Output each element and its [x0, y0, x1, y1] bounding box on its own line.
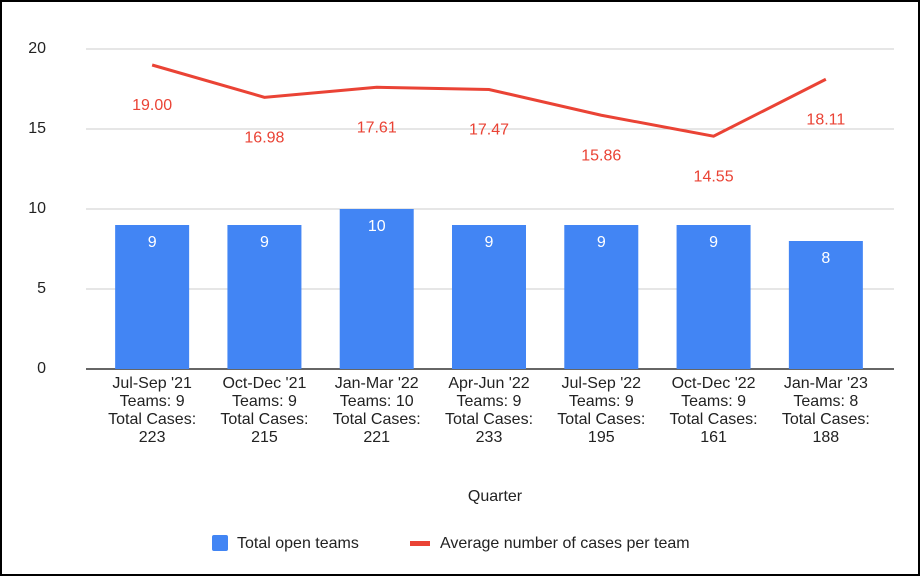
x-tick-label: Jan-Mar '23 — [784, 375, 868, 392]
x-tick-label: Total Cases: — [782, 411, 870, 428]
x-tick-label: Apr-Jun '22 — [448, 375, 529, 392]
x-tick-label: Total Cases: — [333, 411, 421, 428]
bar — [115, 225, 190, 369]
y-tick-label: 10 — [28, 200, 46, 217]
bar — [452, 225, 526, 369]
x-tick-label: 161 — [700, 429, 727, 446]
x-tick-label: Teams: 9 — [569, 393, 634, 410]
x-tick-label: 221 — [363, 429, 390, 446]
x-tick-label: 223 — [139, 429, 166, 446]
line-value-label: 19.00 — [132, 97, 172, 114]
y-tick-label: 15 — [28, 120, 46, 137]
x-tick-label: Teams: 9 — [120, 393, 185, 410]
x-tick-label: Teams: 9 — [681, 393, 746, 410]
x-axis-title: Quarter — [468, 488, 523, 505]
x-tick-label: 188 — [813, 429, 840, 446]
bar — [227, 225, 302, 369]
x-tick-label: Jul-Sep '22 — [562, 375, 642, 392]
x-tick-label: Oct-Dec '22 — [672, 375, 756, 392]
x-tick-label: Teams: 9 — [232, 393, 297, 410]
x-tick-label: Total Cases: — [108, 411, 196, 428]
x-tick-label: Teams: 8 — [793, 393, 858, 410]
x-tick-label: Teams: 9 — [457, 393, 522, 410]
bar-value-label: 9 — [260, 234, 269, 251]
bar-value-label: 9 — [709, 234, 718, 251]
x-tick-label: Total Cases: — [445, 411, 533, 428]
line-value-label: 17.47 — [469, 122, 509, 139]
legend-label: Total open teams — [237, 535, 359, 552]
bar — [564, 225, 639, 369]
line — [151, 63, 827, 138]
x-tick-label: Total Cases: — [557, 411, 645, 428]
bar — [788, 241, 863, 369]
legend-label: Average number of cases per team — [440, 535, 690, 552]
bar — [339, 209, 414, 369]
x-tick-label: Jul-Sep '21 — [112, 375, 192, 392]
y-tick-label: 20 — [28, 40, 46, 57]
legend-swatch — [212, 535, 228, 551]
line-value-label: 15.86 — [581, 147, 621, 164]
bar — [676, 225, 751, 369]
bar-value-label: 8 — [821, 250, 830, 267]
x-tick-label: Total Cases: — [670, 411, 758, 428]
x-tick-label: Oct-Dec '21 — [222, 375, 306, 392]
x-tick-label: 215 — [251, 429, 278, 446]
line-value-label: 16.98 — [244, 130, 284, 147]
line-value-label: 17.61 — [357, 119, 397, 136]
bar-value-label: 9 — [485, 234, 494, 251]
x-tick-label: 195 — [588, 429, 615, 446]
bar-value-label: 10 — [368, 218, 386, 235]
x-tick-label: Jan-Mar '22 — [335, 375, 419, 392]
x-tick-label: Teams: 10 — [340, 393, 414, 410]
line-value-label: 14.55 — [694, 168, 734, 185]
y-tick-label: 0 — [37, 360, 46, 377]
line-value-label: 18.11 — [806, 111, 845, 128]
bar-value-label: 9 — [148, 234, 157, 251]
y-tick-label: 5 — [37, 280, 46, 297]
bar-value-label: 9 — [597, 234, 606, 251]
legend-swatch — [410, 541, 430, 546]
x-tick-label: Total Cases: — [220, 411, 308, 428]
x-tick-label: 233 — [476, 429, 503, 446]
